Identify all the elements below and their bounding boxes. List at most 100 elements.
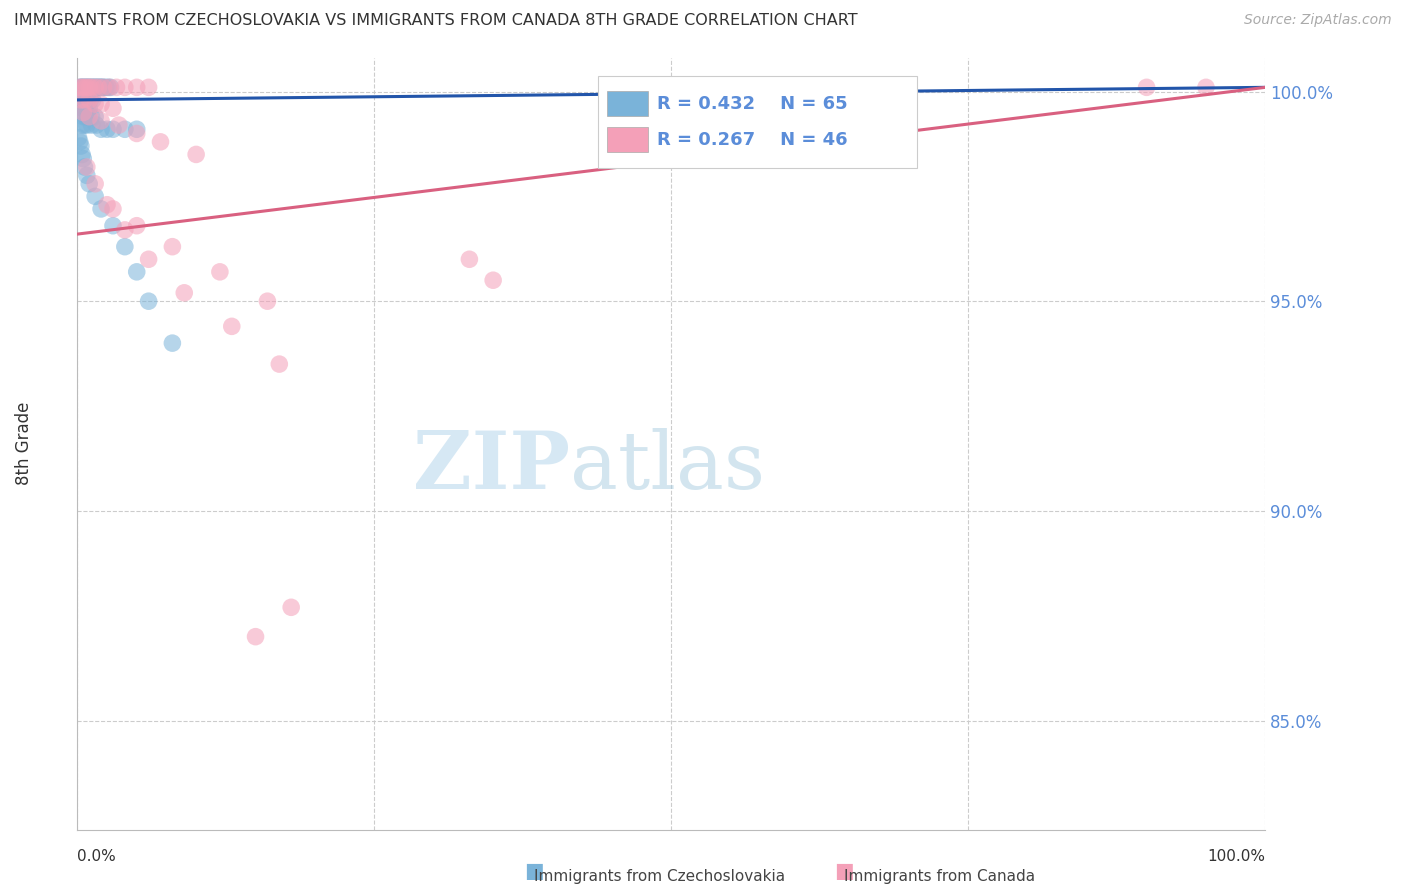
Point bbox=[80, 80, 103, 95]
Point bbox=[73, 80, 96, 95]
Point bbox=[80, 110, 103, 124]
Point bbox=[84, 80, 107, 95]
Point bbox=[70, 139, 93, 153]
Point bbox=[77, 93, 100, 107]
Point bbox=[87, 80, 110, 95]
Point bbox=[76, 160, 98, 174]
Text: IMMIGRANTS FROM CZECHOSLOVAKIA VS IMMIGRANTS FROM CANADA 8TH GRADE CORRELATION C: IMMIGRANTS FROM CZECHOSLOVAKIA VS IMMIGR… bbox=[14, 13, 858, 29]
Point bbox=[77, 80, 100, 95]
Point bbox=[70, 101, 93, 115]
Point bbox=[125, 122, 148, 136]
Point bbox=[72, 110, 94, 124]
Point bbox=[77, 110, 100, 124]
Point bbox=[83, 80, 105, 95]
Point bbox=[90, 122, 112, 136]
Point bbox=[76, 169, 98, 183]
Point bbox=[86, 118, 108, 132]
Text: ■: ■ bbox=[834, 862, 853, 881]
Point bbox=[245, 630, 267, 644]
Point bbox=[73, 118, 96, 132]
Point bbox=[186, 147, 208, 161]
Point bbox=[93, 80, 115, 95]
Point bbox=[100, 80, 122, 95]
Point bbox=[86, 80, 108, 95]
Text: ■: ■ bbox=[524, 862, 544, 881]
Point bbox=[76, 80, 98, 95]
Point bbox=[70, 80, 93, 95]
Point bbox=[90, 202, 112, 216]
Point bbox=[208, 265, 231, 279]
Point bbox=[269, 357, 291, 371]
Point bbox=[91, 80, 114, 95]
Text: atlas: atlas bbox=[571, 428, 765, 506]
Point bbox=[101, 122, 124, 136]
Point bbox=[77, 110, 100, 124]
Point bbox=[79, 93, 101, 107]
Point bbox=[101, 202, 124, 216]
Point bbox=[87, 80, 110, 95]
Point bbox=[84, 177, 107, 191]
FancyBboxPatch shape bbox=[598, 76, 917, 168]
Point bbox=[108, 118, 131, 132]
Point bbox=[89, 80, 111, 95]
Point bbox=[458, 252, 481, 267]
Point bbox=[77, 80, 100, 95]
Point bbox=[96, 198, 118, 212]
FancyBboxPatch shape bbox=[607, 91, 648, 116]
Text: R = 0.432    N = 65: R = 0.432 N = 65 bbox=[657, 95, 848, 112]
Point bbox=[75, 110, 97, 124]
Point bbox=[69, 135, 91, 149]
Text: R = 0.267    N = 46: R = 0.267 N = 46 bbox=[657, 131, 848, 149]
Point bbox=[75, 93, 97, 107]
Point bbox=[76, 101, 98, 115]
Point bbox=[70, 147, 93, 161]
Point bbox=[79, 80, 101, 95]
Point bbox=[82, 80, 104, 95]
Point bbox=[72, 93, 94, 107]
Point bbox=[82, 93, 104, 107]
Point bbox=[138, 80, 160, 95]
Point bbox=[93, 80, 115, 95]
Point bbox=[73, 160, 96, 174]
FancyBboxPatch shape bbox=[607, 128, 648, 153]
Text: 8th Grade: 8th Grade bbox=[15, 402, 32, 485]
Point bbox=[72, 105, 94, 120]
Point bbox=[125, 80, 148, 95]
Point bbox=[105, 80, 128, 95]
Point bbox=[73, 80, 96, 95]
Point bbox=[101, 219, 124, 233]
Point bbox=[77, 177, 100, 191]
Point bbox=[77, 80, 100, 95]
Point bbox=[149, 135, 172, 149]
Point bbox=[86, 80, 108, 95]
Point bbox=[90, 114, 112, 128]
Point bbox=[256, 294, 278, 309]
Point bbox=[1195, 80, 1218, 95]
Point bbox=[97, 80, 120, 95]
Text: 100.0%: 100.0% bbox=[1208, 849, 1265, 863]
Point bbox=[84, 110, 107, 124]
Point bbox=[280, 600, 302, 615]
Point bbox=[72, 152, 94, 166]
Point bbox=[90, 80, 112, 95]
Point bbox=[162, 336, 184, 351]
Point bbox=[76, 118, 98, 132]
Point bbox=[77, 101, 100, 115]
Point bbox=[162, 240, 184, 254]
Point bbox=[70, 118, 93, 132]
Point bbox=[96, 122, 118, 136]
Point bbox=[138, 294, 160, 309]
Point bbox=[114, 80, 136, 95]
Point bbox=[114, 240, 136, 254]
Point bbox=[84, 80, 107, 95]
Point bbox=[80, 80, 103, 95]
Point bbox=[221, 319, 243, 334]
Point bbox=[125, 265, 148, 279]
Point bbox=[70, 101, 93, 115]
Point bbox=[84, 97, 107, 112]
Point bbox=[75, 80, 97, 95]
Text: Immigrants from Czechoslovakia: Immigrants from Czechoslovakia bbox=[534, 869, 786, 884]
Point bbox=[84, 189, 107, 203]
Point bbox=[73, 93, 96, 107]
Point bbox=[138, 252, 160, 267]
